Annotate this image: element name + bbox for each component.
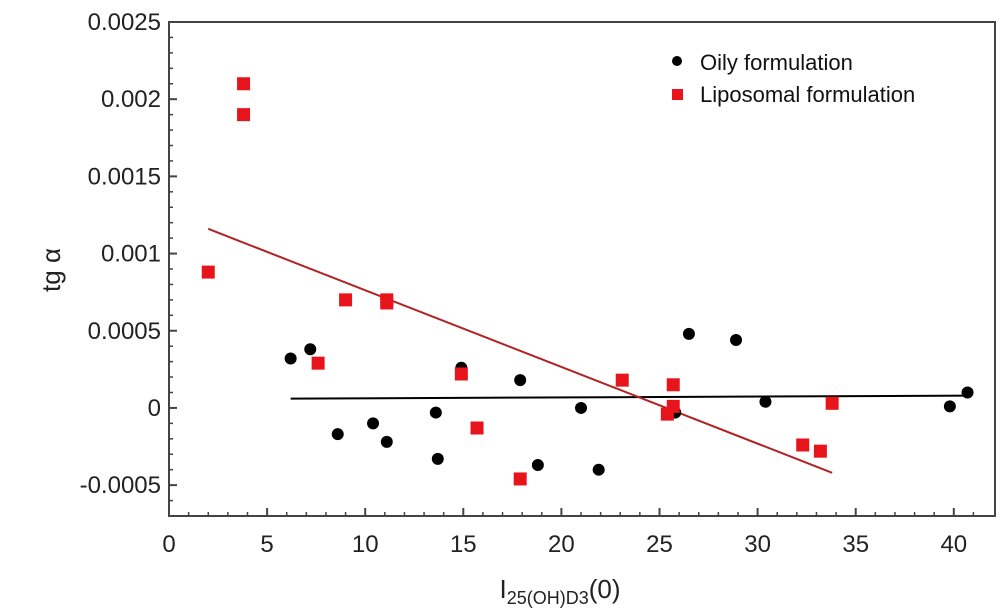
data-point-liposomal — [201, 265, 215, 279]
data-point-liposomal — [813, 444, 827, 458]
data-point-oily — [380, 435, 393, 448]
data-point-oily — [682, 327, 695, 340]
x-axis-label: I25(OH)D3(0) — [499, 574, 620, 608]
y-tick-label: 0 — [148, 395, 161, 422]
data-point-liposomal — [513, 472, 527, 486]
data-point-oily — [304, 343, 317, 356]
data-point-oily — [431, 452, 444, 465]
y-tick-label: 0.0025 — [88, 9, 161, 36]
x-tick-label: 5 — [260, 531, 273, 558]
x-tick-label: 0 — [162, 531, 175, 558]
data-point-liposomal — [237, 108, 251, 122]
data-point-liposomal — [825, 396, 839, 410]
data-point-liposomal — [470, 421, 484, 435]
y-tick-label: 0.002 — [101, 86, 161, 113]
data-point-liposomal — [666, 399, 680, 413]
data-point-liposomal — [339, 293, 353, 307]
data-point-liposomal — [796, 438, 810, 452]
data-point-liposomal — [237, 77, 251, 91]
data-point-liposomal — [615, 373, 629, 387]
data-point-oily — [592, 463, 605, 476]
data-point-oily — [759, 395, 772, 408]
data-point-oily — [961, 386, 974, 399]
y-tick-label: 0.001 — [101, 241, 161, 268]
x-tick-label: 30 — [744, 531, 771, 558]
x-tick-label: 40 — [940, 531, 967, 558]
y-tick-label: 0.0015 — [88, 163, 161, 190]
fit-line-oily — [290, 394, 968, 400]
legend: Oily formulation Liposomal formulation — [672, 50, 915, 107]
legend-label-liposomal: Liposomal formulation — [700, 82, 915, 107]
fit-line-liposomal — [207, 227, 833, 474]
data-point-oily — [331, 428, 344, 441]
x-tick-label: 25 — [646, 531, 673, 558]
data-point-oily — [367, 417, 380, 430]
data-point-liposomal — [666, 378, 680, 392]
data-point-oily — [531, 459, 544, 472]
y-axis-label: tg α — [36, 248, 66, 292]
x-tick-label: 35 — [842, 531, 869, 558]
x-tick-label: 20 — [548, 531, 575, 558]
x-tick-label: 10 — [352, 531, 379, 558]
data-point-oily — [730, 334, 743, 347]
legend-marker-oily — [672, 56, 682, 66]
data-point-liposomal — [454, 367, 468, 381]
data-point-oily — [284, 352, 297, 365]
data-point-oily — [943, 400, 956, 413]
y-tick-label: -0.0005 — [80, 472, 161, 499]
y-tick-label: 0.0005 — [88, 318, 161, 345]
data-point-liposomal — [380, 293, 394, 307]
legend-label-oily: Oily formulation — [700, 50, 853, 75]
legend-marker-liposomal — [672, 89, 683, 100]
data-point-oily — [514, 374, 527, 387]
data-point-oily — [429, 406, 442, 419]
x-tick-label: 15 — [450, 531, 477, 558]
data-point-liposomal — [311, 356, 325, 370]
data-point-oily — [575, 401, 588, 414]
